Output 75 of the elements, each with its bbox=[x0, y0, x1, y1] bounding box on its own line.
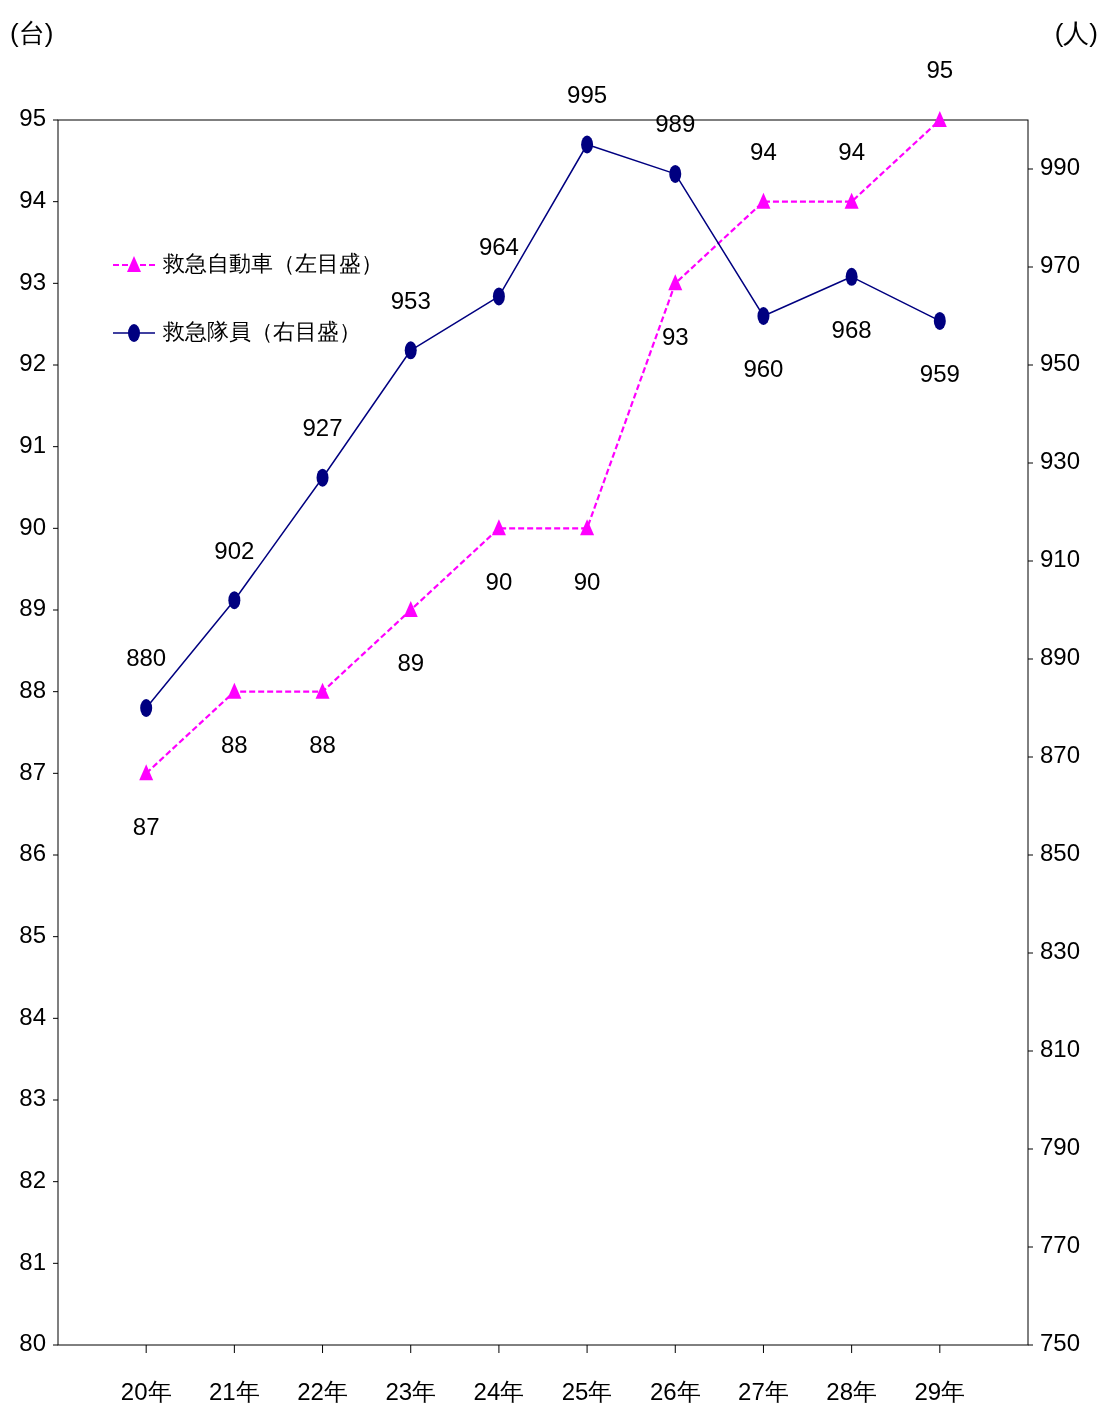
y-tick-label: 93 bbox=[19, 267, 46, 295]
y2-tick-label: 970 bbox=[1040, 251, 1081, 279]
data-label: 902 bbox=[214, 536, 255, 564]
x-tick-label: 21年 bbox=[209, 1378, 260, 1405]
y-tick-label: 84 bbox=[19, 1002, 46, 1030]
y-tick-label: 87 bbox=[19, 757, 46, 785]
data-label: 960 bbox=[743, 355, 784, 383]
legend-label: 救急隊員（右目盛） bbox=[162, 318, 361, 344]
y-tick-label: 83 bbox=[19, 1084, 46, 1112]
point bbox=[757, 307, 770, 325]
y-tick-label: 92 bbox=[19, 349, 46, 377]
data-label: 90 bbox=[573, 567, 601, 595]
x-tick-label: 23年 bbox=[385, 1378, 437, 1405]
x-tick-label: 25年 bbox=[561, 1378, 613, 1405]
y-tick-label: 85 bbox=[19, 921, 46, 949]
y-tick-label: 89 bbox=[19, 594, 46, 622]
data-label: 927 bbox=[302, 414, 343, 442]
point bbox=[580, 519, 595, 536]
x-tick-label: 22年 bbox=[297, 1378, 348, 1405]
y-tick-label: 95 bbox=[19, 104, 46, 132]
y-tick-label: 86 bbox=[19, 839, 46, 867]
y-tick-label: 94 bbox=[19, 186, 46, 214]
x-tick-label: 24年 bbox=[473, 1378, 525, 1405]
y2-tick-label: 830 bbox=[1040, 937, 1081, 965]
y-tick-label: 88 bbox=[19, 676, 46, 704]
y-tick-label: 82 bbox=[19, 1166, 46, 1194]
data-label: 94 bbox=[750, 138, 777, 166]
data-label: 89 bbox=[397, 649, 425, 677]
legend-label: 救急自動車（左目盛） bbox=[162, 250, 383, 276]
data-label: 94 bbox=[838, 138, 865, 166]
point bbox=[227, 682, 242, 699]
y2-tick-label: 850 bbox=[1040, 839, 1081, 867]
y2-axis-title: (人) bbox=[1054, 18, 1098, 48]
point bbox=[140, 699, 153, 717]
point bbox=[756, 192, 771, 209]
x-tick-label: 27年 bbox=[738, 1378, 789, 1405]
data-label: 995 bbox=[567, 80, 608, 108]
data-label: 989 bbox=[655, 110, 696, 138]
y2-tick-label: 790 bbox=[1040, 1133, 1081, 1161]
x-tick-label: 20年 bbox=[120, 1378, 172, 1405]
y2-tick-label: 810 bbox=[1040, 1035, 1081, 1063]
point bbox=[403, 601, 418, 617]
data-label: 953 bbox=[390, 286, 431, 314]
y2-tick-label: 950 bbox=[1040, 349, 1081, 377]
y2-tick-label: 750 bbox=[1040, 1329, 1081, 1357]
point bbox=[668, 274, 683, 291]
data-label: 95 bbox=[926, 56, 954, 84]
data-label: 90 bbox=[485, 567, 513, 595]
y2-tick-label: 990 bbox=[1040, 153, 1081, 181]
point bbox=[844, 192, 859, 209]
data-label: 880 bbox=[126, 644, 167, 672]
point bbox=[932, 111, 947, 127]
x-tick-label: 28年 bbox=[826, 1378, 877, 1405]
y2-tick-label: 910 bbox=[1040, 545, 1081, 573]
data-label: 959 bbox=[919, 360, 960, 388]
y-tick-label: 91 bbox=[19, 431, 46, 459]
x-tick-label: 26年 bbox=[649, 1378, 701, 1405]
data-label: 964 bbox=[478, 232, 519, 260]
data-label: 87 bbox=[132, 812, 160, 840]
x-tick-label: 29年 bbox=[914, 1378, 966, 1405]
y-tick-label: 90 bbox=[19, 512, 46, 540]
point bbox=[315, 682, 330, 699]
y-axis-title: (台) bbox=[10, 18, 54, 48]
y2-tick-label: 770 bbox=[1040, 1231, 1081, 1259]
y2-tick-label: 890 bbox=[1040, 643, 1081, 671]
point bbox=[139, 764, 154, 781]
y2-tick-label: 930 bbox=[1040, 447, 1081, 475]
y2-tick-label: 870 bbox=[1040, 741, 1081, 769]
data-label: 88 bbox=[221, 731, 248, 759]
data-label: 88 bbox=[309, 731, 336, 759]
data-label: 93 bbox=[661, 322, 689, 350]
y-tick-label: 80 bbox=[19, 1329, 46, 1357]
data-label: 968 bbox=[831, 316, 872, 344]
y-tick-label: 81 bbox=[19, 1247, 46, 1275]
point bbox=[491, 519, 506, 536]
